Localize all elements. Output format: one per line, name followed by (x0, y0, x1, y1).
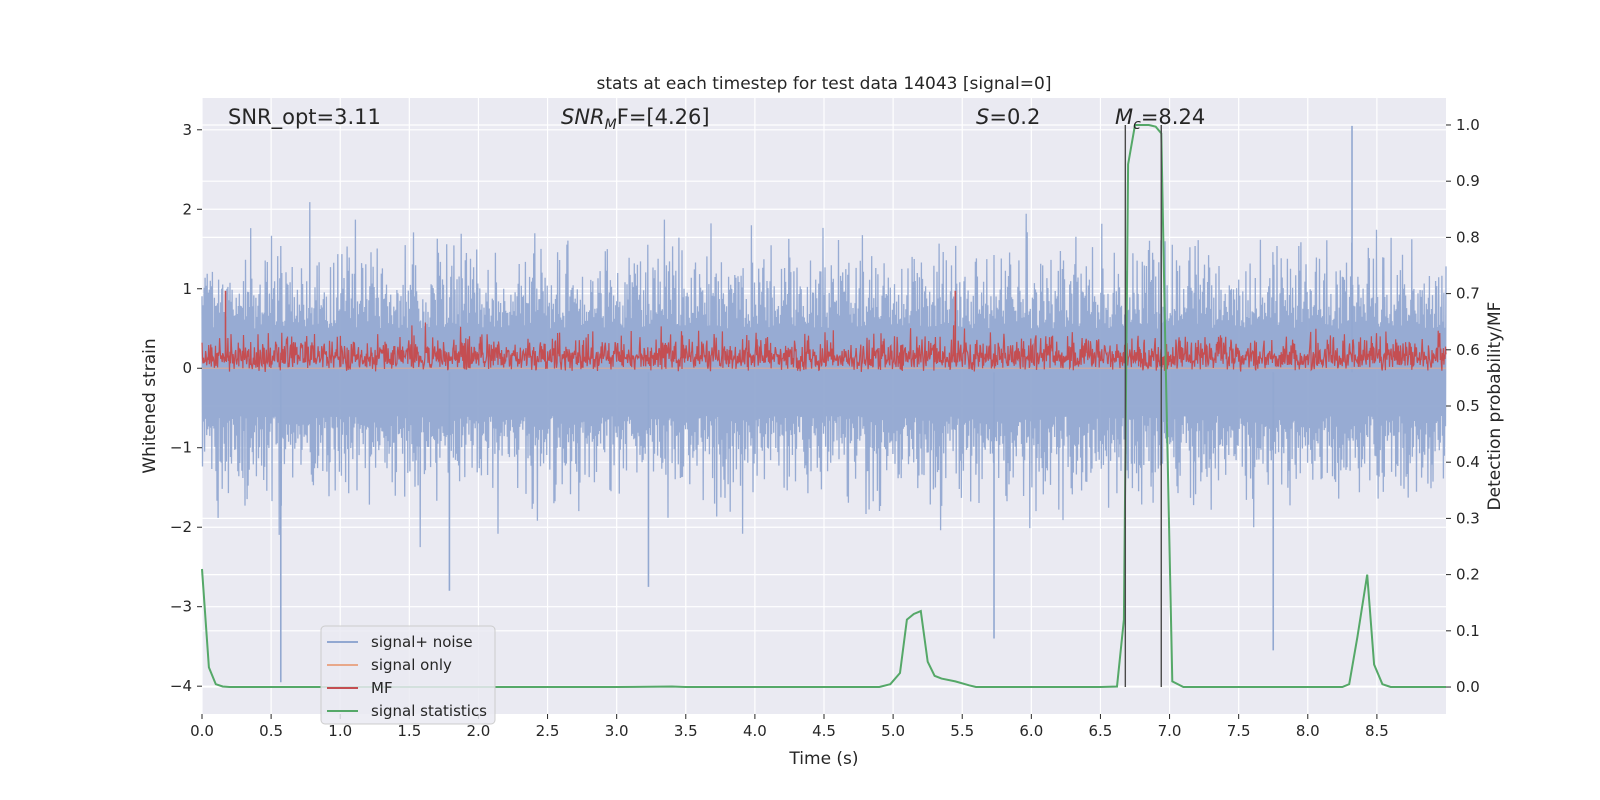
y-tick-label-3: 0 (182, 359, 192, 377)
y-tick-label-5: −2 (170, 518, 192, 536)
y-right-tick-label-5: 0.5 (1456, 397, 1480, 415)
vertical-markers (1124, 124, 1162, 688)
series-signal-statistics-line (201, 124, 1446, 688)
y-tick-label-6: −3 (170, 598, 192, 616)
x-tick-label-5: 2.5 (536, 722, 560, 740)
y-right-tick-label-10: 0.0 (1456, 678, 1480, 696)
y-right-tick-label-6: 0.4 (1456, 453, 1480, 471)
x-tick-label-9: 4.5 (812, 722, 836, 740)
y-right-tick-label-7: 0.3 (1456, 509, 1480, 527)
y-tick-label-1: 2 (182, 200, 192, 218)
legend: signal+ noise signal only MF signal statist… (320, 625, 496, 725)
annotation-s: S=0.2 (976, 105, 1040, 129)
x-tick-label-14: 7.0 (1158, 722, 1182, 740)
y-right-tick-label-0: 1.0 (1456, 116, 1480, 134)
y-right-tick-label-2: 0.8 (1456, 228, 1480, 246)
annotation-s-value: =0.2 (989, 105, 1040, 129)
x-tick-label-12: 6.0 (1019, 722, 1043, 740)
x-axis-label: Time (s) (788, 749, 858, 769)
x-tick-label-7: 3.5 (674, 722, 698, 740)
x-tick-label-10: 5.0 (881, 722, 905, 740)
x-tick-label-13: 6.5 (1089, 722, 1113, 740)
annotation-snr-mf-base: SNR (561, 105, 605, 129)
legend-label-2: MF (371, 679, 393, 697)
annotation-s-base: S (976, 105, 989, 129)
x-tick-label-0: 0.0 (190, 722, 214, 740)
series-signal-noise-line (201, 202, 1447, 548)
y-right-tick-label-8: 0.2 (1456, 566, 1480, 584)
x-tick-label-8: 4.0 (743, 722, 767, 740)
annotation-snr-mf-value: F=[4.26] (617, 105, 710, 129)
x-tick-label-11: 5.5 (950, 722, 974, 740)
x-tick-label-1: 0.5 (259, 722, 283, 740)
x-tick-label-3: 1.5 (397, 722, 421, 740)
y-right-tick-label-1: 0.9 (1456, 172, 1480, 190)
x-tick-label-4: 2.0 (467, 722, 491, 740)
annotation-mc-base: M (1115, 105, 1133, 129)
y-tick-label-7: −4 (170, 677, 192, 695)
annotation-snr-mf-subscript: M (605, 117, 617, 133)
y-right-tick-label-9: 0.1 (1456, 622, 1480, 640)
y-axis-ticks: 3 2 1 0 −1 −2 −3 −4 (170, 121, 202, 695)
annotation-mc: Mc=8.24 (1115, 105, 1205, 133)
y-axis-label-right: Detection probability/MF (1485, 302, 1505, 511)
x-axis-ticks: 0.0 0.5 1.0 1.5 2.0 2.5 3.0 3.5 4.0 4.5 5.0 5.5 6.0 6… (190, 714, 1389, 740)
right-axis-ticks: 1.0 0.9 0.8 0.7 0.6 0.5 0.4 0.3 0.2 0.1 0.0 (1446, 116, 1480, 696)
y-right-tick-label-4: 0.6 (1456, 341, 1480, 359)
series-signal-noise (201, 125, 1447, 683)
series-signal-statistics (201, 124, 1446, 688)
legend-box (320, 625, 496, 725)
y-axis-label: Whitened strain (140, 338, 160, 473)
x-tick-label-2: 1.0 (328, 722, 352, 740)
chart-title: stats at each timestep for test data 140… (597, 74, 1052, 94)
annotation-mc-subscript: c (1133, 117, 1141, 133)
x-tick-label-16: 8.0 (1296, 722, 1320, 740)
series-mf-line (201, 322, 1447, 373)
legend-label-1: signal only (371, 656, 452, 674)
x-tick-label-6: 3.0 (605, 722, 629, 740)
legend-label-3: signal statistics (371, 702, 487, 720)
x-tick-label-17: 8.5 (1365, 722, 1389, 740)
annotation-mc-value: =8.24 (1141, 105, 1205, 129)
legend-label-0: signal+ noise (371, 633, 473, 651)
annotation-snr-opt: SNR_opt=3.11 (228, 105, 381, 130)
y-tick-label-0: 3 (182, 121, 192, 139)
series-mf (201, 290, 1447, 373)
y-right-tick-label-3: 0.7 (1456, 285, 1480, 303)
y-tick-label-2: 1 (182, 280, 192, 298)
y-tick-label-4: −1 (170, 439, 192, 457)
x-tick-label-15: 7.5 (1227, 722, 1251, 740)
annotation-snr-mf: SNRMF=[4.26] (561, 105, 710, 133)
